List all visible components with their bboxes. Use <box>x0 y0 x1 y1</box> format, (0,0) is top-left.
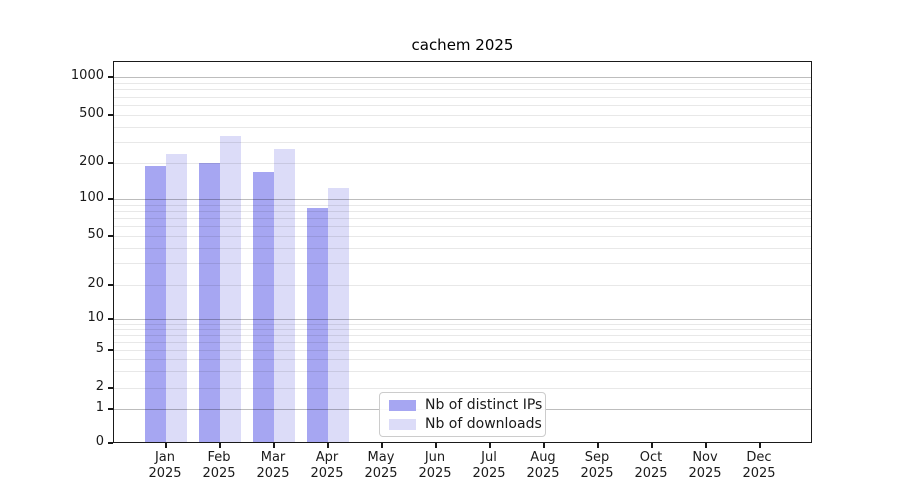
legend-swatch-downloads <box>389 418 416 430</box>
y-tick-label: 0 <box>95 434 104 449</box>
x-tick-mark <box>489 443 491 448</box>
gridline-minor <box>114 115 811 116</box>
y-tick-mark <box>108 198 113 200</box>
bar-distinct-ips-jan <box>145 165 166 442</box>
gridline-major <box>114 319 811 320</box>
gridline-minor <box>114 96 811 98</box>
gridline-minor <box>114 204 811 206</box>
legend-label: Nb of downloads <box>425 416 542 432</box>
chart-title: cachem 2025 <box>411 36 514 54</box>
y-tick-mark <box>108 387 113 389</box>
bar-downloads-jan <box>166 154 187 442</box>
x-tick-mark <box>273 443 275 448</box>
plot-area: Nb of distinct IPs Nb of downloads <box>113 61 812 443</box>
gridline-minor <box>114 105 811 106</box>
y-tick-mark <box>108 349 113 351</box>
gridline-minor <box>114 285 811 286</box>
y-tick-label: 100 <box>79 190 104 205</box>
gridline-minor <box>114 82 811 84</box>
gridline-major <box>114 77 811 78</box>
gridline-minor <box>114 247 811 249</box>
x-tick-label: Apr 2025 <box>310 450 344 481</box>
x-tick-label: Mar 2025 <box>256 450 290 481</box>
x-tick-mark <box>543 443 545 448</box>
x-tick-label: Jul 2025 <box>472 450 506 481</box>
y-tick-mark <box>108 284 113 286</box>
gridline-minor <box>114 141 811 143</box>
y-tick-mark <box>108 114 113 116</box>
gridline-minor <box>114 226 811 228</box>
y-tick-mark <box>108 76 113 78</box>
gridline-minor <box>114 210 811 212</box>
gridline-minor <box>114 359 811 361</box>
bar-downloads-mar <box>274 149 295 442</box>
x-tick-mark <box>435 443 437 448</box>
x-tick-mark <box>327 443 329 448</box>
bar-downloads-feb <box>220 135 241 442</box>
x-tick-label: Jan 2025 <box>148 450 182 481</box>
y-tick-label: 10 <box>87 310 104 325</box>
x-tick-mark <box>381 443 383 448</box>
x-tick-label: Sep 2025 <box>580 450 614 481</box>
x-tick-label: Oct 2025 <box>634 450 668 481</box>
x-tick-mark <box>219 443 221 448</box>
legend: Nb of distinct IPs Nb of downloads <box>379 392 546 437</box>
y-tick-mark <box>108 408 113 410</box>
bar-downloads-apr <box>328 188 349 442</box>
y-tick-label: 5 <box>95 341 104 356</box>
gridline-minor <box>114 163 811 164</box>
gridline-minor <box>114 388 811 389</box>
bar-distinct-ips-feb <box>199 163 220 442</box>
x-tick-label: Aug 2025 <box>526 450 560 481</box>
gridline-minor <box>114 323 811 325</box>
gridline-minor <box>114 350 811 351</box>
y-tick-mark <box>108 442 113 444</box>
y-tick-mark <box>108 318 113 320</box>
x-tick-label: Dec 2025 <box>742 450 776 481</box>
bar-distinct-ips-mar <box>253 171 274 442</box>
y-tick-label: 50 <box>87 227 104 242</box>
y-tick-label: 1000 <box>70 68 104 83</box>
y-tick-mark <box>108 162 113 164</box>
gridline-minor <box>114 236 811 237</box>
y-tick-label: 200 <box>79 154 104 169</box>
gridline-minor <box>114 89 811 91</box>
y-tick-label: 500 <box>79 106 104 121</box>
gridline-major <box>114 199 811 200</box>
gridline-minor <box>114 218 811 220</box>
y-tick-mark <box>108 235 113 237</box>
gridline-minor <box>114 334 811 336</box>
x-tick-label: Feb 2025 <box>202 450 236 481</box>
x-tick-label: Jun 2025 <box>418 450 452 481</box>
x-tick-mark <box>651 443 653 448</box>
y-tick-label: 20 <box>87 276 104 291</box>
x-tick-mark <box>597 443 599 448</box>
y-tick-label: 2 <box>95 379 104 394</box>
legend-swatch-distinct-ips <box>389 399 416 411</box>
legend-item-downloads: Nb of downloads <box>389 416 542 432</box>
x-tick-mark <box>759 443 761 448</box>
x-tick-mark <box>165 443 167 448</box>
y-tick-label: 1 <box>95 400 104 415</box>
gridline-minor <box>114 126 811 128</box>
bar-distinct-ips-apr <box>307 207 328 442</box>
legend-label: Nb of distinct IPs <box>425 397 543 413</box>
x-tick-label: May 2025 <box>364 450 398 481</box>
gridline-minor <box>114 341 811 343</box>
x-tick-mark <box>705 443 707 448</box>
gridline-minor <box>114 328 811 330</box>
gridline-minor <box>114 263 811 265</box>
gridline-minor <box>114 371 811 373</box>
x-tick-label: Nov 2025 <box>688 450 722 481</box>
legend-item-distinct-ips: Nb of distinct IPs <box>389 397 542 413</box>
